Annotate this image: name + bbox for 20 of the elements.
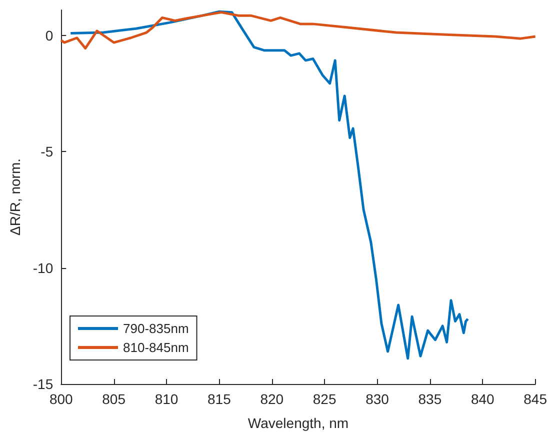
line-series xyxy=(69,10,470,360)
legend-label: 790-835nm xyxy=(123,321,189,336)
x-tick-label: 835 xyxy=(418,391,442,407)
y-tick-label: 0 xyxy=(45,28,54,44)
y-tick-label: -15 xyxy=(32,376,54,392)
x-tick-label: 810 xyxy=(154,391,178,407)
y-tick-label: -5 xyxy=(40,144,54,160)
legend-label: 810-845nm xyxy=(123,340,189,355)
y-axis-title: ΔR/R, norm. xyxy=(7,158,23,236)
y-tick-label: -10 xyxy=(32,260,54,276)
x-tick-label: 805 xyxy=(102,391,126,407)
x-tick-label: 840 xyxy=(470,391,495,407)
x-axis-title: Wavelength, nm xyxy=(248,415,349,431)
x-tick-label: 830 xyxy=(366,391,390,407)
x-tick-label: 815 xyxy=(208,391,232,407)
x-tick-label: 845 xyxy=(524,391,548,407)
x-tick-label: 825 xyxy=(312,391,336,407)
line-series xyxy=(60,11,537,50)
x-tick-label: 820 xyxy=(260,391,284,407)
x-tick-label: 800 xyxy=(49,391,74,407)
